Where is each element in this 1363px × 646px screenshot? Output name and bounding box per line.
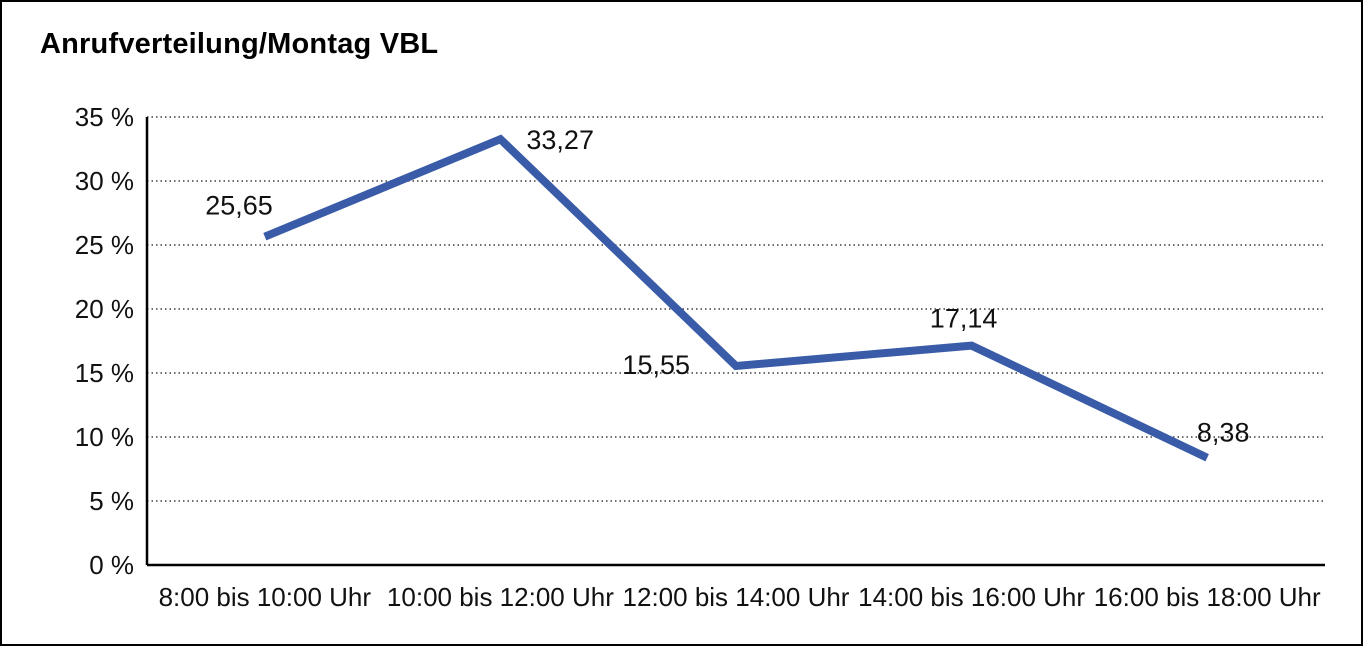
y-tick-label: 20 % [75, 294, 134, 324]
y-tick-label: 30 % [75, 166, 134, 196]
x-category-label: 8:00 bis 10:00 Uhr [159, 582, 372, 612]
data-line [263, 134, 1209, 462]
value-label: 15,55 [622, 350, 690, 380]
x-category-label: 16:00 bis 18:00 Uhr [1094, 582, 1321, 612]
y-tick-label: 25 % [75, 230, 134, 260]
value-label: 17,14 [930, 304, 998, 334]
value-label: 33,27 [526, 125, 594, 155]
value-label: 8,38 [1197, 418, 1250, 448]
y-tick-label: 15 % [75, 358, 134, 388]
value-label: 25,65 [205, 191, 273, 221]
x-category-label: 10:00 bis 12:00 Uhr [387, 582, 614, 612]
y-tick-label: 35 % [75, 102, 134, 132]
y-tick-label: 10 % [75, 422, 134, 452]
x-category-label: 12:00 bis 14:00 Uhr [623, 582, 850, 612]
y-tick-label: 5 % [89, 486, 134, 516]
x-category-label: 14:00 bis 16:00 Uhr [858, 582, 1085, 612]
y-tick-label: 0 % [89, 550, 134, 580]
chart-title: Anrufverteilung/Montag VBL [40, 28, 439, 60]
